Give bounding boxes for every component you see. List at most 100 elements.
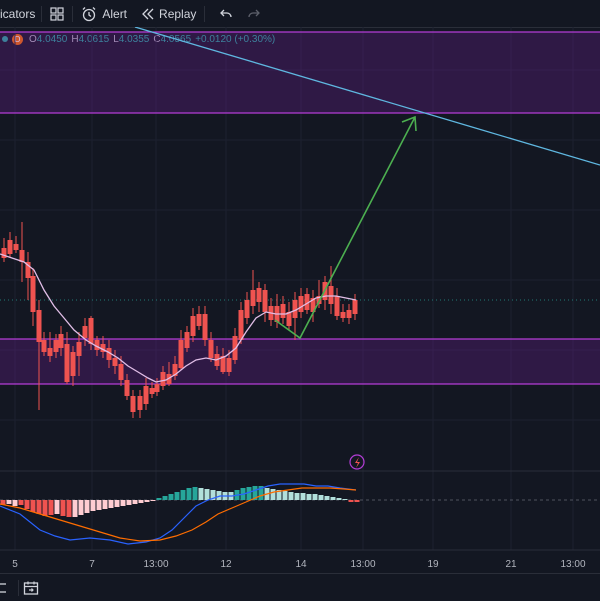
candle[interactable] — [178, 330, 184, 370]
candle[interactable] — [64, 332, 70, 384]
candle[interactable] — [304, 288, 310, 314]
candle[interactable] — [82, 318, 88, 346]
alert-button[interactable]: Alert — [81, 0, 127, 27]
candle-body — [130, 396, 136, 412]
macd-histogram-bar — [6, 500, 12, 504]
macd-histogram-bar — [30, 500, 36, 512]
candle[interactable] — [154, 378, 160, 396]
ruler-icon[interactable] — [0, 581, 14, 595]
descending-trendline[interactable] — [134, 27, 600, 166]
candle-body — [226, 358, 232, 372]
macd-histogram-bar — [354, 500, 360, 502]
candle[interactable] — [190, 308, 196, 342]
candle[interactable] — [346, 304, 352, 324]
macd-histogram-bar — [144, 500, 150, 502]
candle[interactable] — [124, 374, 130, 400]
candle[interactable] — [70, 346, 76, 386]
candle[interactable] — [58, 326, 64, 356]
supply-zone[interactable] — [0, 32, 600, 113]
macd-histogram-bar — [60, 500, 66, 516]
candle[interactable] — [106, 340, 112, 368]
candle[interactable] — [100, 336, 106, 358]
candle[interactable] — [184, 326, 190, 352]
candle-body — [286, 312, 292, 326]
candle[interactable] — [112, 350, 118, 374]
projection-arrow[interactable] — [274, 116, 416, 340]
candle[interactable] — [88, 316, 94, 350]
candle-body — [238, 310, 244, 340]
low-key: L — [113, 33, 119, 45]
open-key: O — [29, 33, 37, 45]
replay-button[interactable]: Replay — [141, 0, 196, 27]
lightning-icon[interactable] — [349, 454, 365, 470]
candle[interactable] — [202, 306, 208, 346]
chart-canvas[interactable]: 5 7 13:00 12 14 13:00 19 21 13:00 — [0, 27, 600, 573]
macd-histogram-bar — [42, 500, 48, 516]
candle[interactable] — [19, 222, 25, 282]
candle[interactable] — [328, 266, 334, 314]
candle[interactable] — [286, 302, 292, 330]
candle[interactable] — [196, 306, 202, 330]
candle[interactable] — [160, 366, 166, 390]
macd-histogram-bar — [132, 500, 138, 504]
macd-histogram-bar — [174, 492, 180, 500]
candle[interactable] — [13, 236, 19, 253]
moving-average-line[interactable] — [0, 253, 357, 383]
macd-histogram-bar — [126, 500, 132, 505]
signal-line[interactable] — [0, 487, 357, 542]
market-status-dot — [2, 36, 8, 42]
candle[interactable] — [30, 268, 36, 326]
macd-histogram-bar — [348, 500, 354, 502]
candle[interactable] — [292, 292, 298, 340]
candle[interactable] — [310, 290, 316, 322]
calendar-icon[interactable] — [23, 580, 39, 596]
candle[interactable] — [250, 270, 256, 314]
candle[interactable] — [1, 238, 7, 262]
macd-histogram-bar — [72, 500, 78, 517]
candle[interactable] — [220, 348, 226, 374]
candle[interactable] — [143, 378, 149, 410]
candle-body — [25, 262, 31, 278]
replay-label: Replay — [159, 6, 197, 21]
candle-body — [82, 326, 88, 338]
candle[interactable] — [352, 294, 358, 320]
candle[interactable] — [137, 390, 143, 418]
candle[interactable] — [256, 282, 262, 312]
bottom-toolbar — [0, 573, 600, 601]
candle[interactable] — [41, 332, 47, 356]
candle-body — [280, 304, 286, 318]
candle[interactable] — [244, 292, 250, 324]
candle[interactable] — [47, 332, 53, 362]
candle[interactable] — [334, 288, 340, 320]
candle[interactable] — [172, 356, 178, 380]
candle[interactable] — [298, 288, 304, 318]
candle[interactable] — [340, 304, 346, 322]
interval-badge[interactable]: D — [12, 33, 23, 45]
redo-button[interactable] — [247, 0, 261, 27]
macd-histogram-bar — [96, 500, 102, 510]
candle[interactable] — [36, 300, 42, 410]
undo-icon — [220, 9, 233, 17]
candle[interactable] — [130, 390, 136, 418]
rewind-icon — [142, 8, 154, 19]
candle[interactable] — [262, 284, 268, 322]
undo-button[interactable] — [219, 0, 233, 27]
candle-body — [208, 340, 214, 358]
candle-body — [76, 342, 82, 356]
templates-button[interactable] — [50, 0, 64, 27]
candle[interactable] — [76, 332, 82, 376]
candle[interactable] — [238, 302, 244, 344]
macd-line[interactable] — [0, 483, 357, 545]
candle[interactable] — [208, 332, 214, 362]
candle[interactable] — [53, 334, 59, 358]
candle[interactable] — [149, 382, 155, 398]
candle-body — [149, 388, 155, 394]
demand-zone[interactable] — [0, 339, 600, 384]
candle[interactable] — [280, 296, 286, 324]
candle-body — [196, 314, 202, 326]
alert-label: Alert — [102, 6, 128, 21]
candle[interactable] — [25, 252, 31, 300]
candle[interactable] — [166, 362, 172, 386]
indicators-button[interactable]: icators — [0, 0, 35, 27]
candle[interactable] — [7, 232, 13, 258]
